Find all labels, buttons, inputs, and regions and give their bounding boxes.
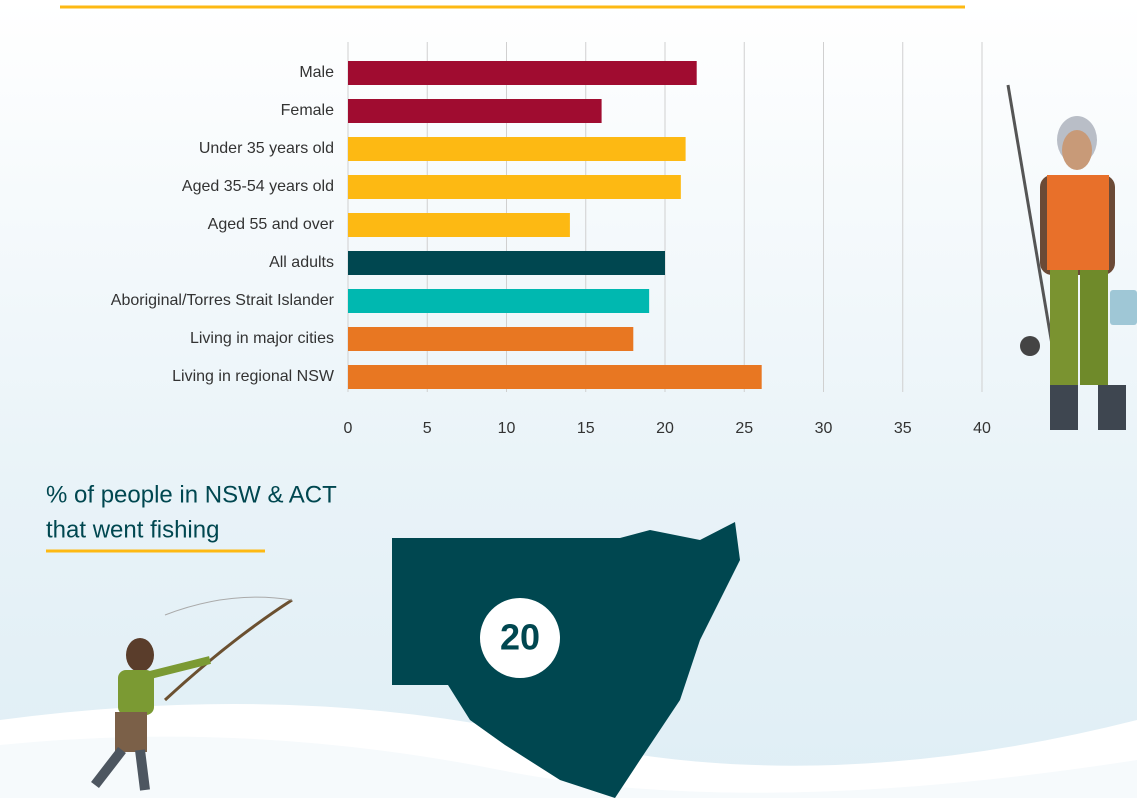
map-value: 20 [500,617,540,658]
bar [348,175,681,199]
y-tick-label: Aged 55 and over [208,216,335,233]
x-tick-label: 30 [815,420,833,437]
x-tick-label: 40 [973,420,991,437]
bar [348,137,686,161]
bar-chart: 0 5 10 15 20 25 30 35 40 Male Female Under 35 years… [111,42,991,437]
y-tick-label: Living in major cities [190,330,334,347]
y-tick-label: Living in regional NSW [172,368,335,385]
bar [348,327,634,351]
value-circle [480,598,560,678]
x-tick-label: 0 [344,420,353,437]
x-tick-label: 10 [498,420,516,437]
x-tick-label: 5 [423,420,432,437]
bar [348,61,697,85]
bar [348,99,602,123]
x-tick-label: 20 [656,420,674,437]
wave [0,736,1137,798]
fisherman-illustration [1006,84,1137,430]
x-tick-label: 15 [577,420,595,437]
bar [348,251,665,275]
y-tick-label: All adults [269,254,334,271]
bar [348,213,570,237]
angler-illustration [91,596,293,791]
x-tick-label: 35 [894,420,912,437]
y-tick-label: Under 35 years old [199,140,334,157]
y-tick-label: Aboriginal/Torres Strait Islander [111,292,335,309]
map-caption: % of people in NSW & ACT [46,481,337,508]
map-caption: that went fishing [46,516,219,543]
bar [348,289,650,313]
nsw-map [392,522,740,798]
x-tick-label: 25 [735,420,753,437]
y-tick-label: Aged 35-54 years old [182,178,334,195]
y-tick-label: Female [281,102,334,119]
bar [348,365,762,389]
y-tick-label: Male [299,64,334,81]
